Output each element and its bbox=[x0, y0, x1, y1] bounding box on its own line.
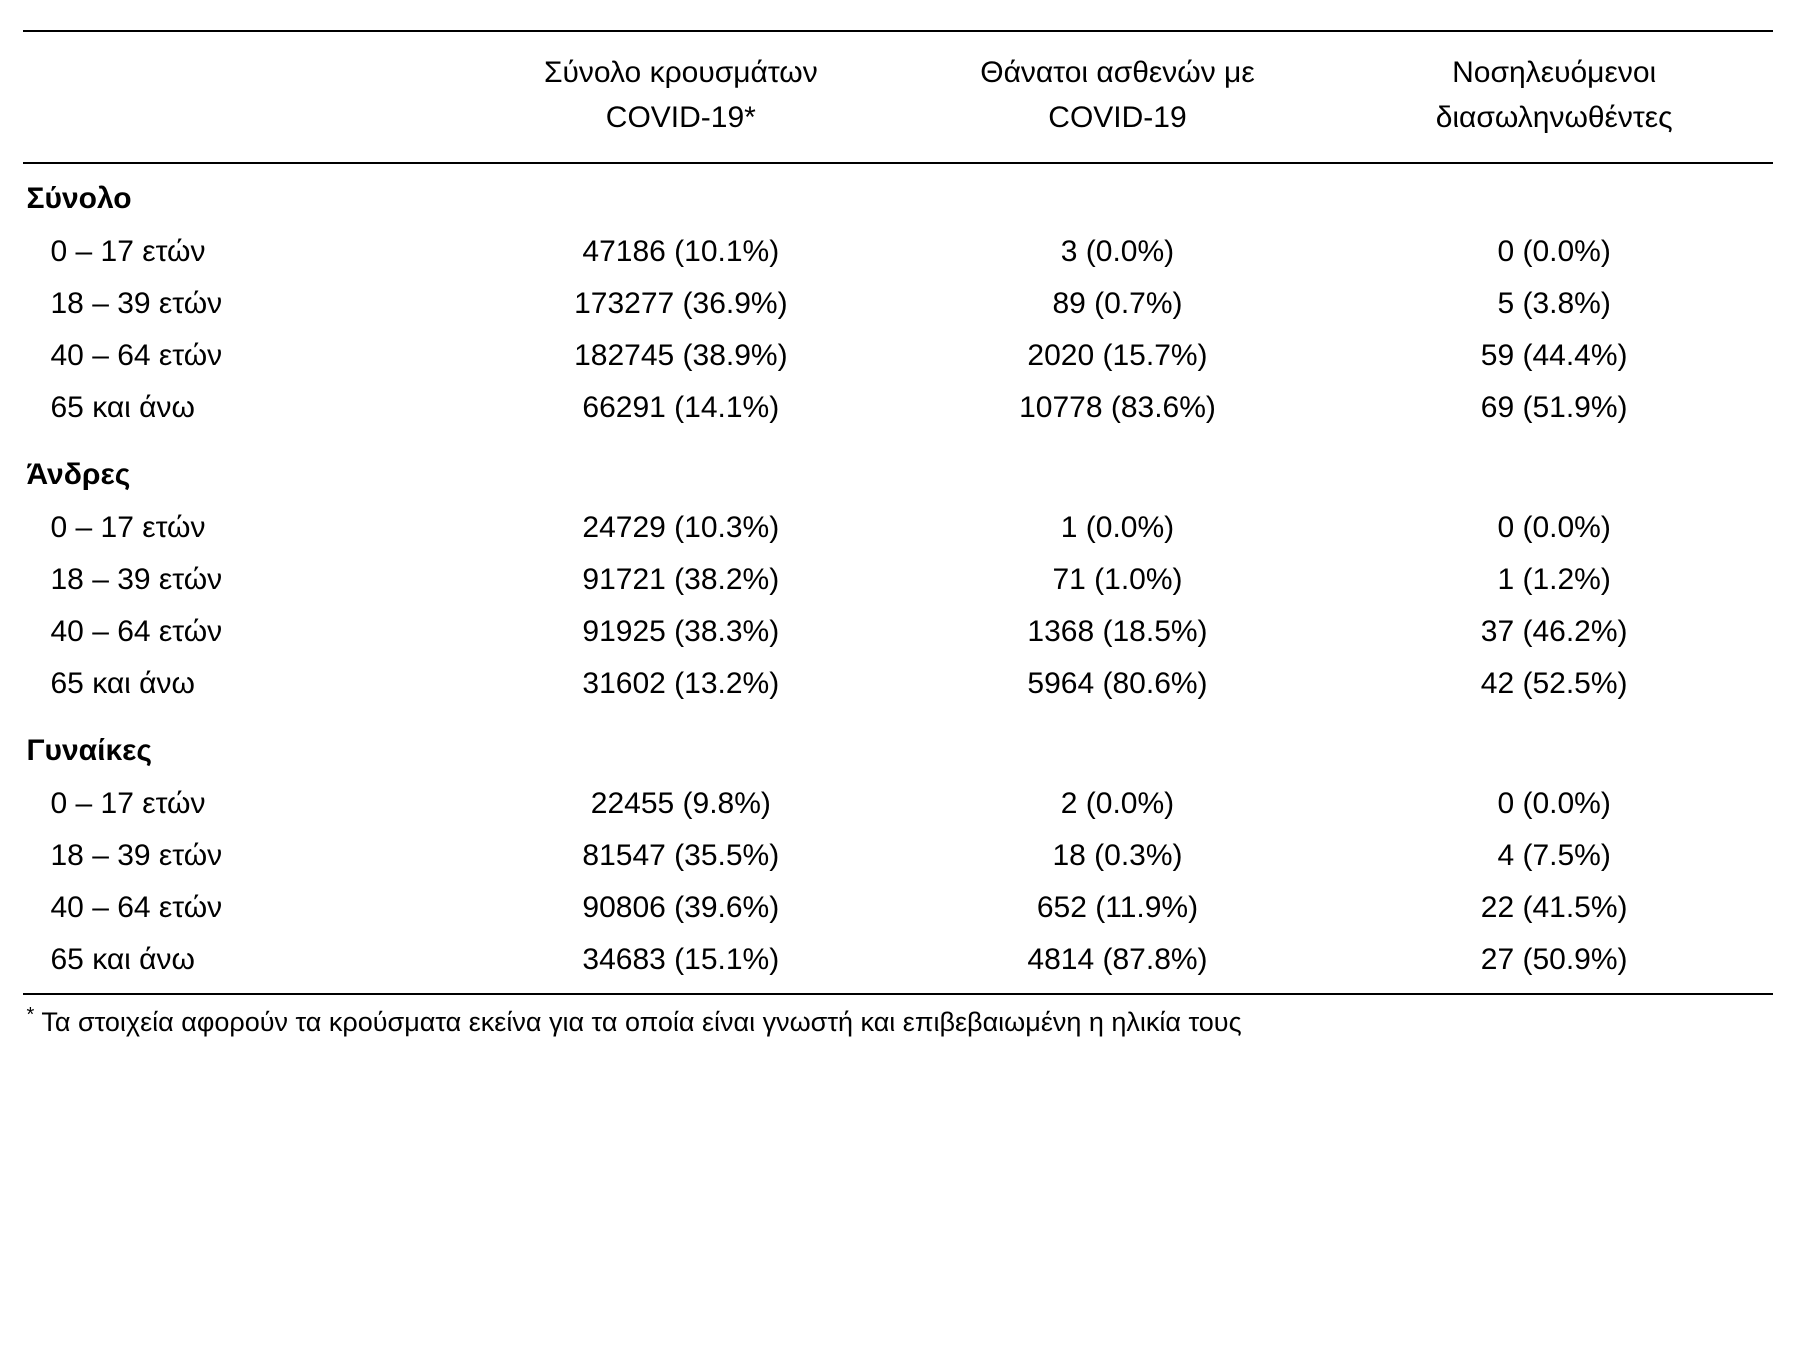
row-deaths: 652 (11.9%) bbox=[899, 882, 1336, 934]
row-cases: 22455 (9.8%) bbox=[463, 778, 900, 830]
col-header-cases-line1: Σύνολο κρουσμάτων bbox=[544, 56, 818, 89]
table-row: 65 και άνω66291 (14.1%)10778 (83.6%)69 (… bbox=[23, 382, 1773, 434]
col-header-deaths-line2: COVID-19 bbox=[1048, 101, 1186, 134]
col-header-cases: Σύνολο κρουσμάτων COVID-19* bbox=[463, 31, 900, 163]
row-deaths: 2020 (15.7%) bbox=[899, 330, 1336, 382]
footnote-marker: * bbox=[27, 1004, 35, 1026]
section-title: Σύνολο bbox=[23, 163, 1773, 226]
row-cases: 173277 (36.9%) bbox=[463, 278, 900, 330]
row-cases: 91721 (38.2%) bbox=[463, 554, 900, 606]
row-cases: 24729 (10.3%) bbox=[463, 502, 900, 554]
col-header-deaths: Θάνατοι ασθενών με COVID-19 bbox=[899, 31, 1336, 163]
row-label: 0 – 17 ετών bbox=[23, 502, 463, 554]
row-deaths: 18 (0.3%) bbox=[899, 830, 1336, 882]
row-label: 40 – 64 ετών bbox=[23, 330, 463, 382]
row-label: 65 και άνω bbox=[23, 658, 463, 710]
table-row: 65 και άνω34683 (15.1%)4814 (87.8%)27 (5… bbox=[23, 934, 1773, 994]
row-intubated: 0 (0.0%) bbox=[1336, 502, 1773, 554]
row-label: 0 – 17 ετών bbox=[23, 778, 463, 830]
row-deaths: 4814 (87.8%) bbox=[899, 934, 1336, 994]
row-intubated: 37 (46.2%) bbox=[1336, 606, 1773, 658]
section-header: Γυναίκες bbox=[23, 710, 1773, 778]
table-row: 18 – 39 ετών81547 (35.5%)18 (0.3%)4 (7.5… bbox=[23, 830, 1773, 882]
footnote-text: Τα στοιχεία αφορούν τα κρούσματα εκείνα … bbox=[41, 1007, 1241, 1037]
table-row: 18 – 39 ετών91721 (38.2%)71 (1.0%)1 (1.2… bbox=[23, 554, 1773, 606]
table-row: 18 – 39 ετών173277 (36.9%)89 (0.7%)5 (3.… bbox=[23, 278, 1773, 330]
row-deaths: 2 (0.0%) bbox=[899, 778, 1336, 830]
row-cases: 31602 (13.2%) bbox=[463, 658, 900, 710]
covid-age-table: Σύνολο κρουσμάτων COVID-19* Θάνατοι ασθε… bbox=[23, 30, 1773, 995]
section-title: Άνδρες bbox=[23, 434, 1773, 502]
col-header-intubated-line1: Νοσηλευόμενοι bbox=[1452, 56, 1656, 89]
table-row: 0 – 17 ετών47186 (10.1%)3 (0.0%)0 (0.0%) bbox=[23, 226, 1773, 278]
row-deaths: 1 (0.0%) bbox=[899, 502, 1336, 554]
row-deaths: 5964 (80.6%) bbox=[899, 658, 1336, 710]
col-header-cases-line2: COVID-19* bbox=[606, 101, 756, 134]
row-intubated: 42 (52.5%) bbox=[1336, 658, 1773, 710]
table-footnote: * Τα στοιχεία αφορούν τα κρούσματα εκείν… bbox=[23, 995, 1773, 1042]
row-label: 40 – 64 ετών bbox=[23, 882, 463, 934]
row-intubated: 69 (51.9%) bbox=[1336, 382, 1773, 434]
row-cases: 34683 (15.1%) bbox=[463, 934, 900, 994]
col-header-group bbox=[23, 31, 463, 163]
row-deaths: 3 (0.0%) bbox=[899, 226, 1336, 278]
row-label: 65 και άνω bbox=[23, 934, 463, 994]
row-deaths: 1368 (18.5%) bbox=[899, 606, 1336, 658]
row-label: 18 – 39 ετών bbox=[23, 554, 463, 606]
col-header-deaths-line1: Θάνατοι ασθενών με bbox=[980, 56, 1254, 89]
row-intubated: 59 (44.4%) bbox=[1336, 330, 1773, 382]
row-label: 18 – 39 ετών bbox=[23, 278, 463, 330]
row-cases: 47186 (10.1%) bbox=[463, 226, 900, 278]
row-cases: 182745 (38.9%) bbox=[463, 330, 900, 382]
table-row: 0 – 17 ετών24729 (10.3%)1 (0.0%)0 (0.0%) bbox=[23, 502, 1773, 554]
row-intubated: 5 (3.8%) bbox=[1336, 278, 1773, 330]
row-label: 40 – 64 ετών bbox=[23, 606, 463, 658]
table-row: 65 και άνω31602 (13.2%)5964 (80.6%)42 (5… bbox=[23, 658, 1773, 710]
table-row: 40 – 64 ετών182745 (38.9%)2020 (15.7%)59… bbox=[23, 330, 1773, 382]
row-label: 18 – 39 ετών bbox=[23, 830, 463, 882]
section-header: Σύνολο bbox=[23, 163, 1773, 226]
row-cases: 81547 (35.5%) bbox=[463, 830, 900, 882]
col-header-intubated: Νοσηλευόμενοι διασωληνωθέντες bbox=[1336, 31, 1773, 163]
col-header-intubated-line2: διασωληνωθέντες bbox=[1436, 101, 1673, 134]
row-intubated: 4 (7.5%) bbox=[1336, 830, 1773, 882]
row-label: 65 και άνω bbox=[23, 382, 463, 434]
row-cases: 66291 (14.1%) bbox=[463, 382, 900, 434]
table-row: 0 – 17 ετών22455 (9.8%)2 (0.0%)0 (0.0%) bbox=[23, 778, 1773, 830]
section-header: Άνδρες bbox=[23, 434, 1773, 502]
row-intubated: 1 (1.2%) bbox=[1336, 554, 1773, 606]
section-title: Γυναίκες bbox=[23, 710, 1773, 778]
table-row: 40 – 64 ετών90806 (39.6%)652 (11.9%)22 (… bbox=[23, 882, 1773, 934]
row-intubated: 0 (0.0%) bbox=[1336, 226, 1773, 278]
row-intubated: 0 (0.0%) bbox=[1336, 778, 1773, 830]
row-intubated: 27 (50.9%) bbox=[1336, 934, 1773, 994]
row-deaths: 10778 (83.6%) bbox=[899, 382, 1336, 434]
covid-age-table-container: Σύνολο κρουσμάτων COVID-19* Θάνατοι ασθε… bbox=[23, 30, 1773, 1042]
row-cases: 91925 (38.3%) bbox=[463, 606, 900, 658]
row-intubated: 22 (41.5%) bbox=[1336, 882, 1773, 934]
table-header: Σύνολο κρουσμάτων COVID-19* Θάνατοι ασθε… bbox=[23, 31, 1773, 163]
row-deaths: 71 (1.0%) bbox=[899, 554, 1336, 606]
row-deaths: 89 (0.7%) bbox=[899, 278, 1336, 330]
row-label: 0 – 17 ετών bbox=[23, 226, 463, 278]
row-cases: 90806 (39.6%) bbox=[463, 882, 900, 934]
table-row: 40 – 64 ετών91925 (38.3%)1368 (18.5%)37 … bbox=[23, 606, 1773, 658]
table-body: Σύνολο0 – 17 ετών47186 (10.1%)3 (0.0%)0 … bbox=[23, 163, 1773, 994]
